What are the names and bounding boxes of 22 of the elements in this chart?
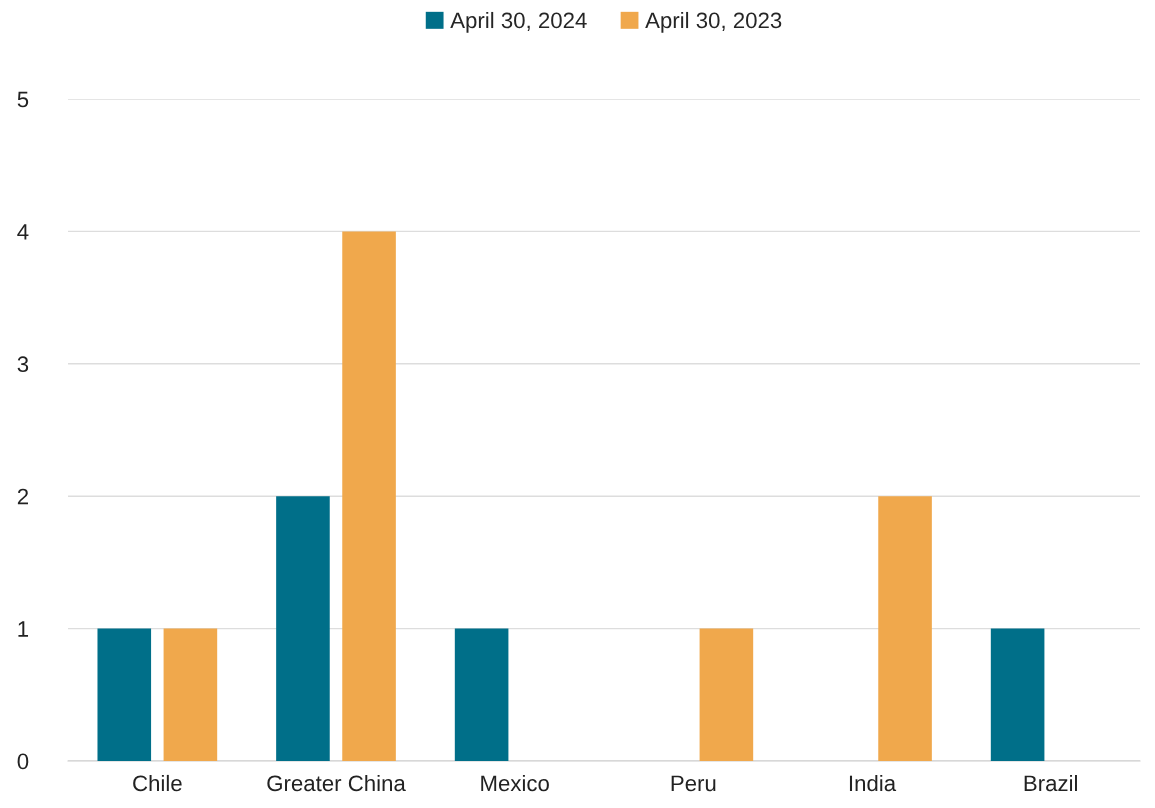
bar — [699, 628, 754, 761]
bar — [342, 231, 396, 761]
bar — [454, 628, 509, 761]
bar — [990, 628, 1045, 761]
y-tick-label: 2 — [17, 488, 28, 505]
y-tick-label: 3 — [17, 356, 29, 373]
bar — [878, 496, 932, 761]
x-tick-label: Chile — [133, 774, 182, 792]
bar — [97, 628, 152, 761]
y-tick-label: 0 — [17, 753, 29, 770]
bar — [163, 628, 218, 761]
y-tick-label: 1 — [18, 621, 29, 637]
legend-label: April 30, 2023 — [645, 11, 782, 33]
legend-label: April 30, 2024 — [450, 11, 587, 33]
x-tick-label: Brazil — [1024, 774, 1077, 792]
y-tick-label: 4 — [17, 224, 29, 240]
bar — [276, 496, 330, 761]
y-tick-label: 5 — [17, 91, 29, 108]
x-tick-label: Greater China — [267, 774, 406, 792]
x-tick-label: Mexico — [481, 774, 549, 792]
x-tick-label: India — [849, 774, 897, 792]
x-tick-label: Peru — [671, 775, 716, 792]
